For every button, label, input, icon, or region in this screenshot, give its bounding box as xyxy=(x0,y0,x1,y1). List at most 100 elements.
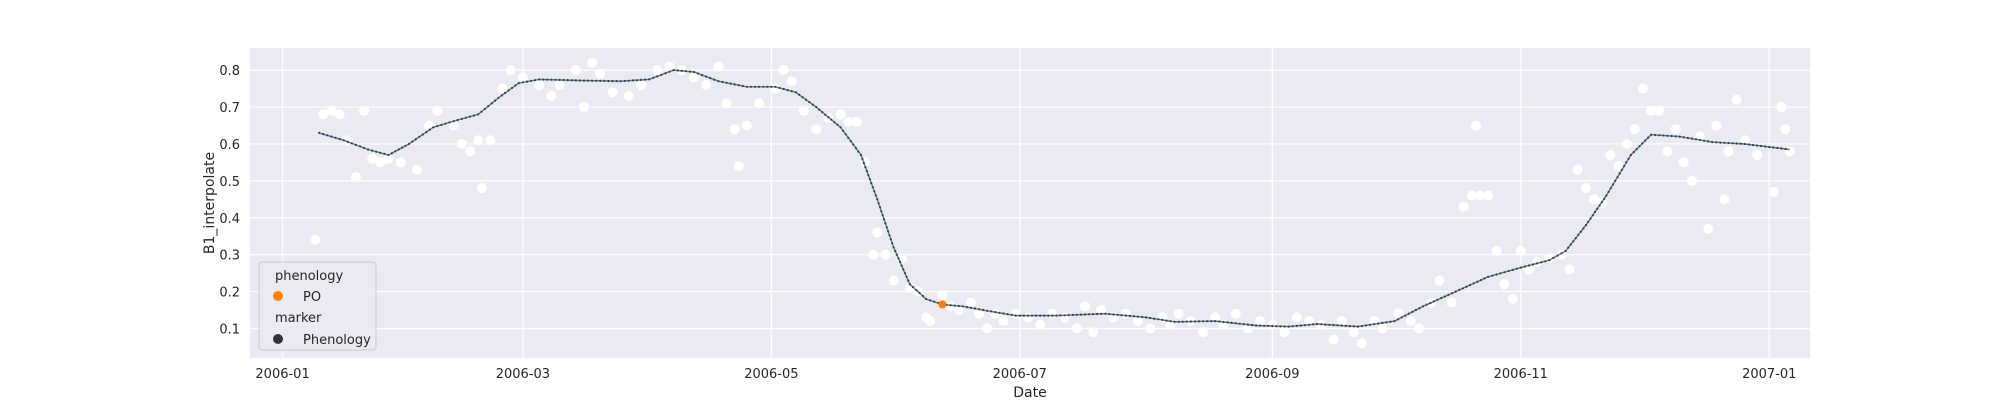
raw-point xyxy=(770,83,781,94)
curve-dot xyxy=(1556,254,1559,257)
curve-dot xyxy=(318,131,321,134)
raw-point xyxy=(729,124,740,135)
curve-dot xyxy=(1043,314,1046,317)
curve-dot xyxy=(1609,187,1612,190)
curve-dot xyxy=(1051,314,1054,317)
raw-point xyxy=(1752,150,1763,161)
curve-dot xyxy=(1703,139,1706,142)
curve-dot xyxy=(444,122,447,125)
raw-point xyxy=(1304,316,1315,327)
curve-dot xyxy=(1030,314,1034,317)
raw-point xyxy=(1336,316,1347,327)
curve-dot xyxy=(1454,290,1457,293)
raw-point xyxy=(1719,194,1730,205)
curve-dot xyxy=(824,113,827,116)
curve-dot xyxy=(1694,138,1698,141)
curve-dot xyxy=(623,79,626,83)
raw-point xyxy=(1613,161,1624,172)
curve-dot xyxy=(1079,313,1082,316)
curve-dot xyxy=(1743,142,1746,146)
raw-point xyxy=(965,297,976,308)
curve-dot xyxy=(737,84,740,87)
x-tick-label: 2006-07 xyxy=(993,367,1047,382)
curve-dot xyxy=(1536,262,1539,265)
curve-dot xyxy=(1364,324,1368,327)
curve-dot xyxy=(905,275,908,278)
curve-dot xyxy=(1519,266,1522,269)
curve-dot xyxy=(440,123,443,126)
curve-dot xyxy=(1177,320,1180,323)
curve-dot xyxy=(1476,280,1479,283)
curve-dot xyxy=(1614,179,1617,182)
curve-dot xyxy=(1242,323,1245,326)
curve-dot xyxy=(1324,323,1327,326)
curve-dot xyxy=(957,304,960,308)
curve-dot xyxy=(1373,323,1376,326)
raw-point xyxy=(1638,83,1649,94)
raw-point xyxy=(741,120,752,131)
raw-point xyxy=(1466,190,1477,201)
raw-point xyxy=(786,76,797,87)
raw-point xyxy=(872,227,883,238)
curve-dot xyxy=(1411,310,1414,313)
raw-point xyxy=(623,90,634,101)
raw-point xyxy=(1662,146,1673,157)
x-tick-label: 2006-03 xyxy=(496,367,550,382)
curve-dot xyxy=(1776,146,1779,150)
raw-point xyxy=(701,79,712,90)
curve-dot xyxy=(354,143,357,146)
curve-dot xyxy=(794,91,797,94)
curve-dot xyxy=(1544,260,1547,263)
curve-dot xyxy=(912,286,915,289)
curve-dot xyxy=(652,76,655,79)
raw-point xyxy=(1242,323,1253,334)
raw-point xyxy=(688,72,699,83)
curve-dot xyxy=(1641,142,1644,145)
raw-point xyxy=(1629,124,1640,135)
curve-dot xyxy=(414,138,417,141)
curve-dot xyxy=(631,79,635,82)
x-tick-label: 2006-01 xyxy=(255,367,309,382)
y-tick-label: 0.5 xyxy=(219,175,240,190)
raw-point xyxy=(1088,327,1099,338)
raw-point xyxy=(1413,323,1424,334)
y-tick-label: 0.4 xyxy=(219,212,240,227)
curve-dot xyxy=(1414,308,1417,312)
curve-dot xyxy=(1320,323,1323,326)
curve-dot xyxy=(1263,324,1266,327)
curve-dot xyxy=(861,157,864,161)
curve-dot xyxy=(342,139,345,142)
curve-dot xyxy=(864,166,867,169)
curve-dot xyxy=(889,238,892,241)
raw-point xyxy=(835,109,846,120)
raw-point xyxy=(464,146,475,157)
curve-dot xyxy=(762,85,765,88)
curve-dot xyxy=(425,131,428,134)
raw-point xyxy=(1646,105,1657,116)
curve-dot xyxy=(884,222,887,225)
curve-dot xyxy=(1711,141,1714,144)
curve-dot xyxy=(758,85,761,88)
raw-point xyxy=(721,98,732,109)
raw-point xyxy=(843,116,854,127)
raw-point xyxy=(880,249,891,260)
legend-title-marker: marker xyxy=(275,311,322,326)
raw-point xyxy=(1654,105,1665,116)
curve-dot xyxy=(529,79,533,82)
curve-dot xyxy=(709,77,712,80)
curve-dot xyxy=(500,94,503,97)
curve-dot xyxy=(379,151,382,154)
curve-dot xyxy=(1465,285,1468,288)
curve-dot xyxy=(1443,295,1446,298)
curve-dot xyxy=(1389,320,1392,323)
curve-dot xyxy=(862,162,866,165)
curve-dot xyxy=(582,79,586,82)
raw-point xyxy=(1686,175,1697,186)
raw-point xyxy=(1580,183,1591,194)
raw-point xyxy=(636,79,647,90)
y-axis-label: B1_interpolate xyxy=(202,152,218,254)
curve-dot xyxy=(897,257,900,260)
y-tick-label: 0.8 xyxy=(219,64,240,79)
curve-dot xyxy=(390,152,393,155)
